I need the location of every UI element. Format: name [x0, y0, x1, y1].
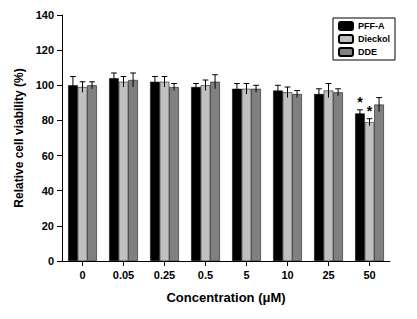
svg-text:0.25: 0.25 [154, 269, 175, 281]
svg-text:60: 60 [42, 150, 54, 162]
svg-text:5: 5 [243, 269, 249, 281]
svg-text:25: 25 [322, 269, 334, 281]
svg-text:40: 40 [42, 185, 54, 197]
svg-text:100: 100 [36, 79, 54, 91]
svg-text:Relative cell viability (%): Relative cell viability (%) [12, 68, 26, 207]
svg-text:Dieckol: Dieckol [358, 34, 390, 44]
svg-text:20: 20 [42, 220, 54, 232]
svg-text:120: 120 [36, 44, 54, 56]
svg-text:10: 10 [281, 269, 293, 281]
svg-text:80: 80 [42, 114, 54, 126]
svg-text:0.5: 0.5 [198, 269, 213, 281]
svg-text:Concentration (μM): Concentration (μM) [166, 290, 285, 305]
svg-text:0.05: 0.05 [113, 269, 134, 281]
svg-text:140: 140 [36, 9, 54, 21]
svg-text:DDE: DDE [358, 47, 377, 57]
svg-text:*: * [367, 103, 373, 119]
svg-text:PFF-A: PFF-A [358, 21, 385, 31]
svg-text:0: 0 [48, 255, 54, 267]
svg-text:0: 0 [79, 269, 85, 281]
svg-text:*: * [357, 94, 363, 110]
svg-text:50: 50 [363, 269, 375, 281]
